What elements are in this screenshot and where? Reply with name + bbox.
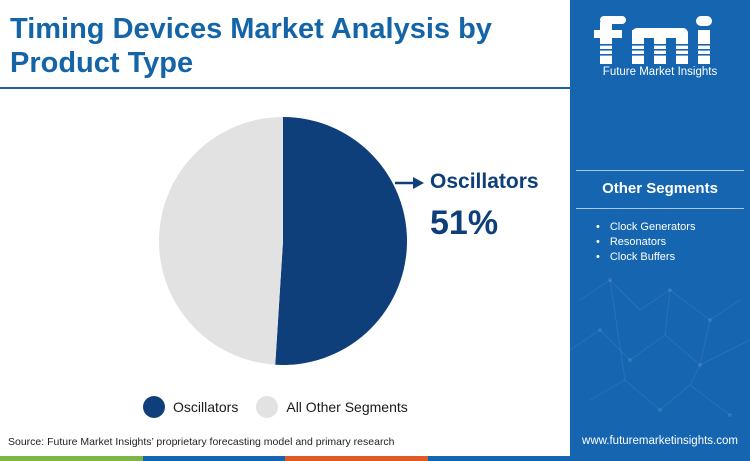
- pie-slice-oscillators[interactable]: [275, 117, 408, 365]
- page-title: Timing Devices Market Analysis by Produc…: [10, 13, 492, 79]
- legend-swatch-oscillators: [143, 396, 165, 418]
- callout-value: 51%: [430, 204, 499, 242]
- legend-item-oscillators[interactable]: Oscillators: [143, 396, 238, 418]
- legend-swatch-all-other-segments: [256, 396, 279, 418]
- background-pattern: [570, 278, 750, 417]
- other-segments-heading: Other Segments: [602, 180, 718, 197]
- list-item: Resonators: [596, 235, 695, 250]
- chart-legend: Oscillators All Other Segments: [143, 394, 426, 420]
- website-link[interactable]: www.futuremarketinsights.com: [582, 435, 738, 447]
- pie-slice-all-other-segments[interactable]: [159, 117, 283, 365]
- pie-chart: [159, 117, 408, 365]
- legend-label: All Other Segments: [286, 399, 408, 415]
- callout-label: Oscillators: [430, 170, 539, 193]
- side-divider-top: [576, 170, 744, 171]
- other-segments-list: Clock Generators Resonators Clock Buffer…: [596, 220, 696, 265]
- title-divider: [0, 87, 570, 89]
- brand-name: Future Market Insights: [602, 66, 718, 78]
- side-divider-bottom: [576, 208, 744, 209]
- side-panel: Future Market Insights Other Segments Cl…: [570, 0, 750, 461]
- fmi-logo: [594, 16, 716, 64]
- arrow-right-icon: [395, 177, 424, 189]
- legend-label: Oscillators: [173, 399, 239, 415]
- bottom-color-bar: [0, 456, 570, 461]
- legend-item-all-other-segments[interactable]: All Other Segments: [256, 396, 408, 418]
- source-note: Source: Future Market Insights’ propriet…: [8, 436, 395, 448]
- list-item: Clock Buffers: [596, 250, 695, 265]
- list-item: Clock Generators: [596, 220, 696, 235]
